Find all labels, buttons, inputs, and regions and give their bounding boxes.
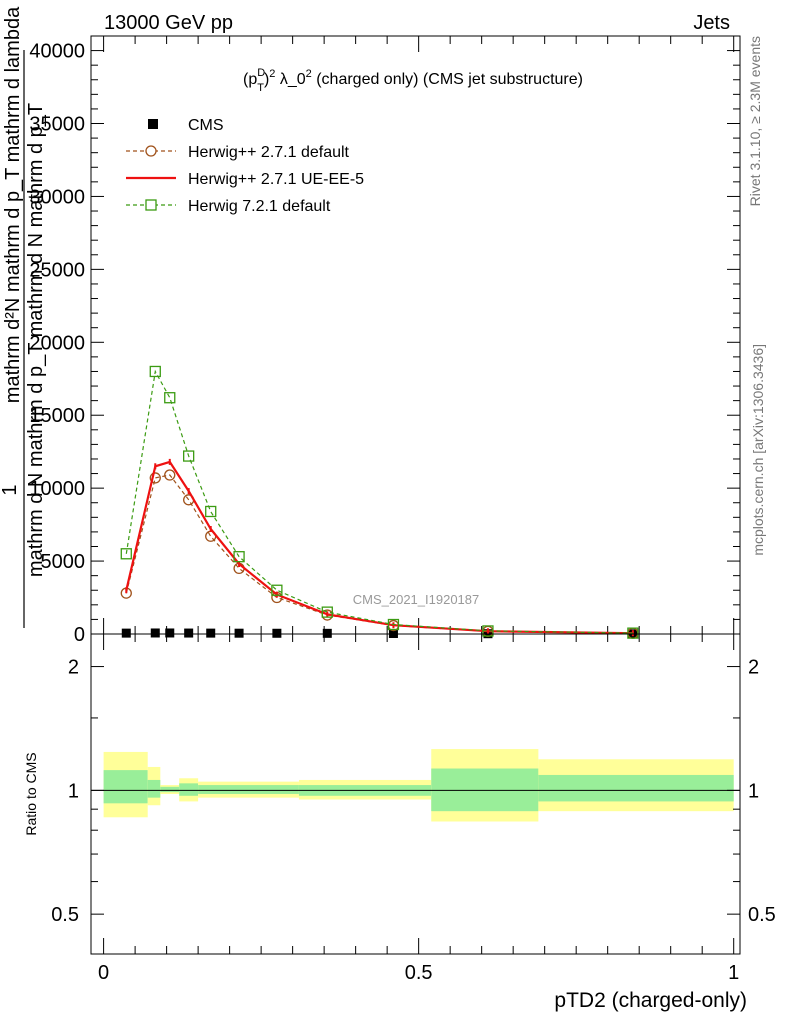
cms-data-point (272, 628, 282, 638)
cms-data-point (234, 628, 244, 638)
main-ylabel: 1 mathrm d N mathrm d p_T mathrm d N mat… (0, 6, 47, 628)
main-ytick-label: 10000 (29, 478, 85, 500)
series-line (125, 474, 633, 634)
cms-data-point (206, 628, 216, 638)
series-marker-square (120, 548, 132, 560)
series-marker-square (271, 584, 283, 596)
ratio-ytick-label-right: 2 (748, 657, 759, 679)
ylabel-line-3: mathrm d²N mathrm d p_T mathrm d lambda (2, 6, 24, 403)
main-ytick-label: 30000 (29, 186, 85, 208)
ratio-axis-ticks: 0 0.5 1 0.5 0.5 1 1 2 2 (51, 634, 776, 984)
ylabel-line-2: mathrm d N mathrm d p_T mathrm d N mathr… (25, 103, 47, 577)
mcplots-label: mcplots.cern.ch [arXiv:1306.3436] (750, 344, 766, 556)
ratio-bands (103, 749, 734, 822)
ratio-stat-band (198, 785, 299, 794)
ratio-xtick-label: 0.5 (405, 962, 433, 984)
ratio-stat-band (538, 774, 734, 802)
legend-label: Herwig++ 2.7.1 default (188, 144, 350, 161)
ratio-ytick-label: 0.5 (51, 904, 79, 926)
legend-entry: Herwig++ 2.7.1 UE-EE-5 (126, 171, 364, 188)
main-ytick-label: 40000 (29, 41, 85, 63)
series-marker-square (149, 365, 161, 378)
legend-entry: Herwig 7.2.1 default (126, 198, 331, 215)
main-panel: 0 5000 10000 15000 20000 25000 30000 35000 40000… (0, 6, 741, 646)
header-right: Jets (693, 12, 730, 34)
series-marker-circle (164, 469, 176, 481)
cms-data-point (184, 628, 194, 638)
cms-data-point (322, 628, 332, 638)
main-ytick-label: 35000 (29, 114, 85, 136)
ratio-ytick-label-right: 0.5 (748, 904, 776, 926)
ratio-ytick-label-right: 1 (748, 780, 759, 802)
watermark: CMS_2021_I1920187 (353, 592, 480, 607)
ratio-ytick-label: 1 (68, 780, 79, 802)
ratio-stat-band (431, 768, 539, 812)
cms-data-point (388, 628, 398, 638)
series-marker-square (627, 627, 639, 639)
cms-data-point (165, 628, 175, 638)
ratio-ytick-label: 2 (68, 657, 79, 679)
ratio-xtick-label: 0 (98, 962, 109, 984)
ratio-stat-band (147, 779, 161, 798)
series-marker-square (183, 450, 195, 462)
chart-title: (pD T)2 λ_02 (charged only) (CMS jet subs… (243, 67, 583, 94)
legend: CMS Herwig++ 2.7.1 default Herwig++ 2.7.1 … (126, 117, 364, 215)
ratio-frame (90, 633, 741, 955)
cms-data-point (121, 628, 131, 638)
ratio-panel: 0 0.5 1 0.5 0.5 1 1 2 2 Ratio to CMS pTD2 (charg… (23, 633, 776, 1012)
ylabel-line-1: 1 (0, 484, 21, 495)
series-marker-square (164, 392, 176, 404)
header-left: 13000 GeV pp (104, 12, 233, 34)
legend-label: Herwig++ 2.7.1 UE-EE-5 (188, 171, 364, 188)
x-axis-label: pTD2 (charged-only) (554, 989, 747, 1012)
legend-label: CMS (188, 117, 224, 134)
series-marker-square (321, 606, 333, 618)
rivet-label: Rivet 3.1.10, ≥ 2.3M events (747, 36, 763, 206)
ratio-xtick-label: 1 (728, 962, 739, 984)
legend-entry: CMS (148, 117, 224, 134)
ratio-stat-band (160, 786, 180, 793)
series-line (125, 369, 633, 634)
series-marker-square (233, 551, 245, 563)
legend-marker (148, 119, 158, 129)
main-axis-ticks: 0 5000 10000 15000 20000 25000 30000 35000 40000 (29, 36, 740, 646)
series-line (125, 460, 633, 635)
ratio-stat-band (179, 783, 199, 796)
main-ytick-label: 15000 (29, 405, 85, 427)
series-marker-square (482, 625, 494, 637)
main-ytick-label: 5000 (41, 551, 86, 573)
main-ytick-label: 0 (74, 624, 85, 646)
legend-entry: Herwig++ 2.7.1 default (126, 144, 350, 161)
main-ytick-label: 25000 (29, 259, 85, 281)
cms-data-point (150, 628, 160, 638)
legend-label: Herwig 7.2.1 default (188, 198, 331, 215)
series-marker-square (387, 618, 400, 631)
main-ytick-label: 20000 (29, 332, 85, 354)
legend-marker (145, 199, 157, 211)
series-marker-square (205, 505, 217, 518)
legend-marker (145, 145, 157, 157)
series-marker-circle (149, 472, 161, 484)
ratio-stat-band (103, 770, 148, 804)
ratio-ylabel: Ratio to CMS (23, 752, 39, 835)
